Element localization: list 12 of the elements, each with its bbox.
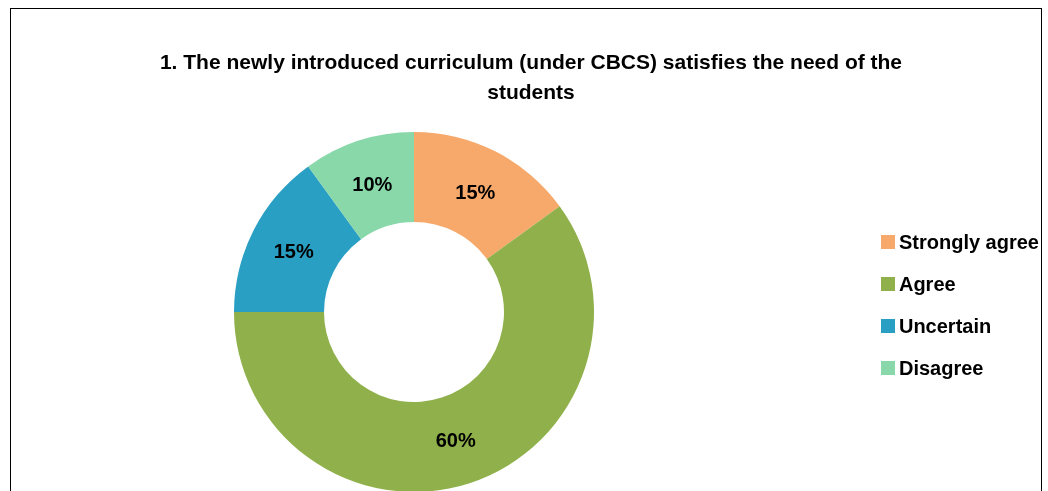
data-label: 10% [352, 172, 393, 195]
legend-label: Uncertain [898, 314, 992, 338]
donut-slice [234, 206, 594, 491]
chart-title: 1. The newly introduced curriculum (under CBCS) satisfies the need of the students [158, 49, 904, 105]
legend-label: Agree [898, 272, 956, 296]
data-label: 15% [455, 180, 496, 203]
data-label: 60% [435, 429, 476, 452]
legend-label: Disagree [898, 356, 984, 380]
donut-slice [308, 132, 414, 240]
data-label: 15% [273, 239, 314, 262]
donut-slice [414, 132, 560, 260]
legend-label: Strongly agree [898, 230, 1039, 254]
